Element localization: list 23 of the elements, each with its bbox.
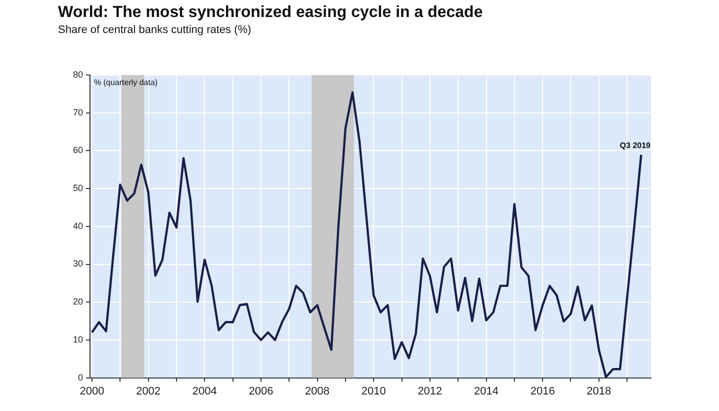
y-tick-label: 60 [72, 145, 84, 156]
x-tick-label: 2012 [418, 385, 442, 398]
x-tick-label: 2006 [248, 385, 274, 398]
x-tick-label: 2004 [192, 385, 217, 398]
y-tick-label: 30 [72, 258, 84, 269]
x-tick-label: 2002 [136, 385, 161, 398]
y-tick-label: 20 [72, 296, 84, 307]
chart-title: World: The most synchronized easing cycle in a decade [58, 4, 483, 22]
y-tick-label: 70 [72, 107, 84, 118]
y-tick-label: 50 [72, 183, 84, 194]
annotation: % (quarterly data) [94, 78, 158, 88]
annotation: Q3 2019 [620, 141, 652, 150]
chart-subtitle: Share of central banks cutting rates (%) [58, 24, 252, 36]
y-tick-label: 40 [72, 220, 84, 231]
x-tick-label: 2008 [305, 385, 330, 398]
x-tick-label: 2010 [361, 385, 386, 398]
x-tick-label: 2016 [530, 385, 555, 398]
x-tick-label: 2018 [586, 385, 612, 398]
y-tick-label: 0 [78, 372, 84, 382]
x-tick-label: 2000 [80, 385, 104, 398]
x-tick-label: 2014 [474, 385, 498, 398]
y-tick-label: 80 [72, 69, 84, 80]
y-tick-label: 10 [72, 334, 84, 344]
